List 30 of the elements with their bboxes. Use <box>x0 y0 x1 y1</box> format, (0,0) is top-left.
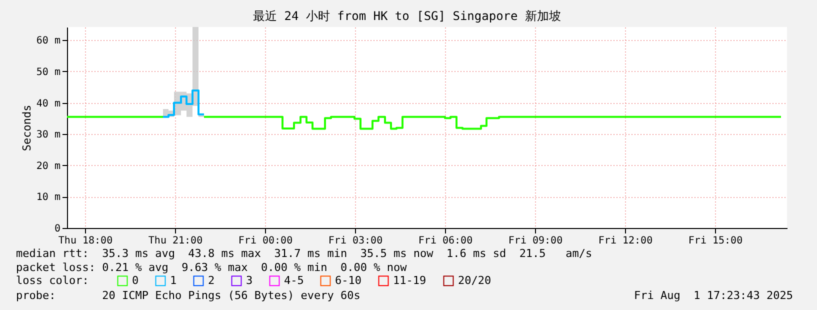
legend-label: 0 <box>132 274 139 287</box>
legend-label: 11-19 <box>393 274 426 287</box>
x-tick-label: Thu 21:00 <box>148 236 203 246</box>
y-tick-label: 20 m <box>36 160 60 172</box>
y-tick-label: 10 m <box>36 192 60 204</box>
chart-title: 最近 24 小时 from HK to [SG] Singapore 新加坡 <box>253 9 561 23</box>
text: packet loss: 0.21 % avg 9.63 % max 0.00 % min 0.00 % now <box>16 261 408 274</box>
x-tick-label: Fri 15:00 <box>688 236 743 246</box>
y-tick-label: 40 m <box>36 98 60 110</box>
legend-label: 2 <box>208 274 215 287</box>
x-tick-label: Fri 03:00 <box>328 236 383 246</box>
x-tick-label: Fri 00:00 <box>238 236 293 246</box>
text: probe: 20 ICMP Echo Pings (56 Bytes) every 60s <box>16 289 360 302</box>
y-tick-label: 50 m <box>36 66 60 78</box>
text: median rtt: 35.3 ms avg 43.8 ms max 31.7 ms min 35.5 ms now 1.6 ms sd 21.5 am/s <box>16 247 592 260</box>
x-tick-label: Fri 09:00 <box>508 236 563 246</box>
text: Fri Aug 1 17:23:43 2025 <box>634 289 793 302</box>
legend-label: 1 <box>170 274 177 287</box>
legend-title: loss color: <box>16 274 89 287</box>
x-tick-label: Fri 12:00 <box>598 236 653 246</box>
x-tick-label: Thu 18:00 <box>58 236 113 246</box>
legend-label: 6-10 <box>335 274 362 287</box>
y-tick-label: 0 <box>54 224 60 234</box>
legend-label: 3 <box>246 274 253 287</box>
y-tick-label: 30 m <box>36 130 60 141</box>
y-axis-title: Seconds <box>20 104 34 152</box>
y-tick-label: 60 m <box>36 36 60 47</box>
x-tick-label: Fri 06:00 <box>418 236 473 246</box>
legend-label: 20/20 <box>458 274 492 287</box>
legend-label: 4-5 <box>284 274 304 287</box>
